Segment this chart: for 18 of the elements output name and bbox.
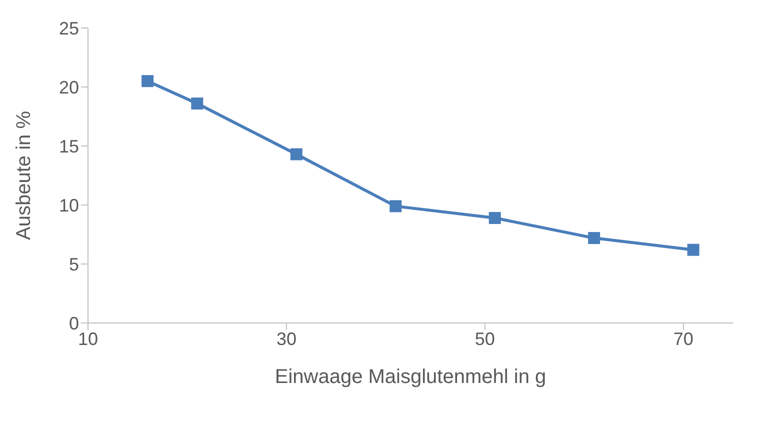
x-tick-label: 30 (276, 328, 296, 349)
y-tick-label: 5 (68, 254, 79, 274)
point (588, 232, 600, 244)
y-tick-label: 10 (58, 195, 79, 216)
point (488, 212, 501, 224)
y-tick-label: 15 (58, 136, 79, 156)
y-tick-label: 25 (58, 18, 79, 38)
point (191, 98, 204, 110)
y-tick-label: 20 (58, 77, 79, 98)
point (142, 75, 154, 88)
y-tick-label: 0 (68, 313, 79, 334)
x-tick-label: 70 (673, 328, 694, 349)
x-axis-title: Einwaage Maisglutenmehl in g (274, 366, 546, 388)
point (290, 148, 302, 160)
point (687, 244, 700, 256)
point (390, 200, 402, 212)
x-tick-label: 50 (474, 328, 495, 349)
y-axis-title: Ausbeute in % (13, 110, 36, 240)
